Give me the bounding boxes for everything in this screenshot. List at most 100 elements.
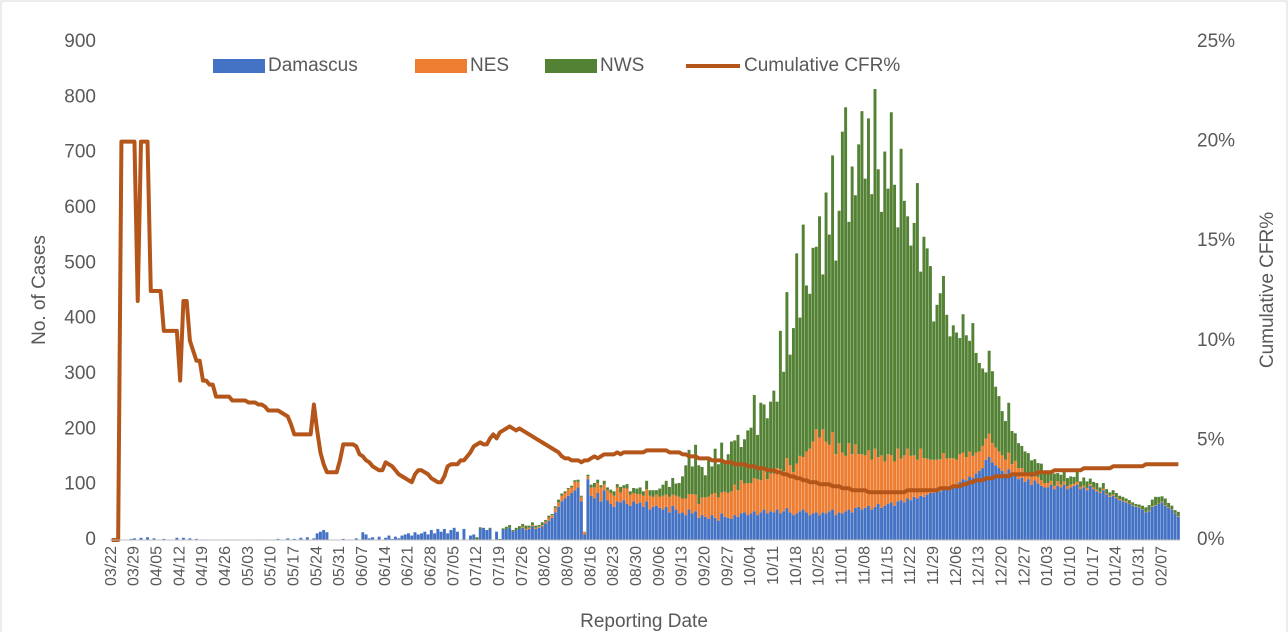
x-tick-label: 08/30	[628, 546, 645, 586]
bar	[733, 515, 737, 540]
bar	[759, 480, 763, 513]
bar	[671, 494, 675, 506]
bar	[840, 131, 844, 453]
bar	[377, 536, 381, 540]
bar	[1137, 507, 1141, 540]
bar	[462, 528, 466, 540]
y-tick-label: 200	[64, 418, 96, 439]
bar	[765, 513, 769, 540]
bar	[622, 487, 626, 501]
bar	[1072, 476, 1076, 484]
bar	[1095, 489, 1099, 492]
bar	[919, 448, 923, 496]
x-tick-label: 09/20	[697, 546, 714, 586]
bar	[544, 523, 547, 540]
bar	[514, 527, 518, 531]
bar	[540, 525, 544, 527]
bar	[756, 479, 760, 516]
bar	[553, 506, 557, 508]
bar	[1007, 469, 1011, 540]
bar	[540, 526, 544, 540]
bar	[413, 532, 417, 540]
bar	[1105, 494, 1109, 540]
bar	[690, 494, 694, 514]
bar	[925, 458, 929, 495]
bar	[912, 496, 916, 540]
x-tick-label: 09/06	[651, 546, 668, 586]
bar	[498, 538, 502, 540]
bar	[811, 247, 815, 442]
bar	[563, 498, 567, 540]
bar	[710, 494, 714, 516]
bar	[726, 492, 730, 518]
bar	[482, 527, 485, 540]
bar	[883, 461, 887, 506]
bar	[1118, 495, 1122, 500]
bar	[1036, 476, 1040, 484]
y-tick-label: 400	[64, 308, 96, 329]
bar	[703, 497, 707, 517]
bar	[1176, 516, 1180, 517]
bar	[364, 534, 368, 540]
bar	[139, 537, 143, 540]
x-tick-label: 10/04	[742, 546, 759, 586]
bar	[759, 512, 763, 540]
bar	[955, 332, 959, 460]
bar	[1150, 506, 1154, 540]
x-tick-label: 10/11	[765, 546, 782, 585]
bar	[530, 522, 534, 526]
x-tick-label: 01/03	[1039, 546, 1056, 586]
bar	[566, 489, 570, 496]
bar	[1131, 505, 1135, 506]
bar	[977, 451, 981, 471]
bar	[599, 485, 603, 488]
cfr-line	[111, 139, 1179, 542]
bar	[416, 534, 420, 540]
x-tick-label: 05/03	[240, 546, 257, 586]
bar	[534, 528, 538, 540]
bar	[860, 111, 864, 455]
bar	[641, 495, 645, 507]
bar	[537, 525, 541, 527]
y2-tick-label: 5%	[1197, 429, 1225, 450]
bar	[1046, 487, 1050, 540]
bar	[514, 530, 518, 540]
bar	[876, 504, 880, 540]
bar	[889, 502, 893, 540]
bar	[1121, 500, 1125, 502]
bar	[1134, 506, 1138, 540]
bar	[681, 476, 684, 499]
bar	[876, 169, 880, 457]
x-tick-label: 04/26	[217, 546, 234, 586]
bar	[805, 512, 808, 540]
bar	[873, 448, 877, 507]
bar	[961, 452, 965, 480]
bar	[410, 535, 414, 540]
bar	[922, 236, 926, 459]
bar	[1046, 483, 1050, 488]
legend-swatch	[415, 59, 467, 73]
bar	[974, 352, 978, 453]
bar	[570, 487, 574, 493]
bar	[1046, 471, 1050, 484]
y2-tick-label: 25%	[1197, 31, 1235, 52]
bar	[1033, 459, 1037, 475]
bar	[1056, 485, 1060, 540]
bar	[524, 530, 528, 540]
bar	[811, 441, 815, 514]
bar	[948, 458, 952, 486]
bar	[1134, 506, 1138, 507]
bar	[1088, 484, 1092, 486]
bar	[651, 490, 655, 497]
bar	[664, 494, 668, 507]
bar	[560, 501, 564, 540]
bar	[1039, 485, 1043, 540]
bar	[1111, 490, 1115, 495]
bar	[619, 492, 623, 503]
bar	[1147, 505, 1151, 511]
bar	[919, 495, 923, 540]
bar	[977, 362, 981, 452]
bar	[599, 501, 603, 540]
bar	[1010, 430, 1014, 465]
bar	[557, 502, 561, 507]
